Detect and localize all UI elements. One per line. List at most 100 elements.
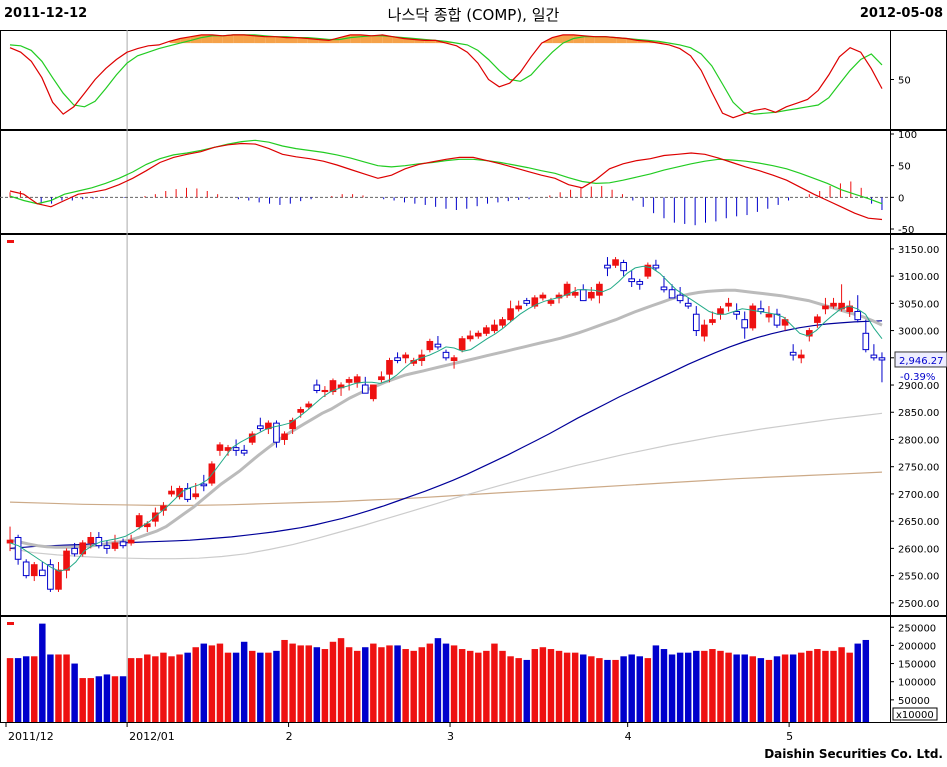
volume-bar bbox=[135, 658, 143, 722]
overbought-fill bbox=[286, 36, 298, 44]
volume-bar bbox=[216, 643, 224, 722]
candle-body bbox=[733, 311, 740, 315]
candle-body bbox=[458, 338, 466, 351]
candle-body bbox=[652, 264, 660, 269]
candle-body bbox=[345, 379, 353, 383]
y-tick-label: 2600.00 bbox=[898, 544, 939, 555]
y-tick-label: 0 bbox=[898, 193, 904, 204]
candle-body bbox=[749, 305, 757, 329]
candle-body bbox=[717, 308, 724, 315]
candle-body bbox=[168, 490, 175, 495]
volume-bar bbox=[426, 643, 434, 722]
volume-bar bbox=[725, 652, 732, 722]
panel-stochastic bbox=[0, 30, 947, 130]
volume-bar bbox=[442, 643, 450, 722]
volume-bar bbox=[370, 643, 377, 722]
volume-bar bbox=[596, 658, 603, 722]
chart-title: 나스닥 종합 (COMP), 일간 bbox=[387, 6, 560, 24]
volume-bar bbox=[47, 654, 54, 722]
candle-body bbox=[571, 291, 579, 296]
overbought-fill bbox=[297, 37, 308, 44]
volume-bar bbox=[321, 649, 329, 722]
candle-body bbox=[499, 319, 506, 326]
y-tick-label: 2700.00 bbox=[898, 490, 939, 501]
candle-body bbox=[289, 419, 296, 430]
overbought-fill bbox=[243, 34, 255, 44]
volume-bar bbox=[571, 652, 579, 722]
volume-bar bbox=[580, 654, 587, 722]
volume-bar bbox=[822, 650, 829, 722]
volume-unit-label: x10000 bbox=[896, 710, 934, 721]
y-tick-label: 3000.00 bbox=[898, 327, 939, 338]
y-tick-label: 2650.00 bbox=[898, 517, 939, 528]
candle-body bbox=[684, 302, 692, 307]
volume-bar bbox=[127, 658, 135, 722]
volume-bar bbox=[806, 650, 813, 722]
candle-body bbox=[797, 354, 805, 359]
volume-bar bbox=[418, 647, 426, 722]
volume-bar bbox=[798, 652, 805, 722]
candle-body bbox=[789, 351, 797, 356]
candle-body bbox=[39, 569, 46, 577]
x-tick-label: 4 bbox=[625, 730, 632, 743]
volume-bar bbox=[410, 650, 417, 722]
y-tick-label: 50000 bbox=[898, 696, 930, 707]
candle-body bbox=[22, 561, 30, 577]
volume-bar bbox=[547, 649, 555, 722]
overbought-fill bbox=[371, 34, 383, 44]
start-date: 2011-12-12 bbox=[4, 6, 88, 21]
y-tick-label: 50 bbox=[898, 76, 911, 87]
candle-body bbox=[103, 545, 111, 549]
volume-bar bbox=[362, 647, 369, 722]
candle-body bbox=[781, 319, 789, 326]
volume-bar bbox=[152, 656, 159, 722]
candle-body bbox=[353, 376, 361, 383]
last-price-box bbox=[894, 351, 947, 368]
volume-bar bbox=[814, 649, 821, 722]
candle-body bbox=[515, 305, 522, 310]
candle-body bbox=[579, 289, 587, 302]
candle-body bbox=[474, 332, 482, 337]
candle-body bbox=[313, 384, 321, 391]
candle-body bbox=[547, 300, 555, 304]
volume-bar bbox=[22, 656, 30, 722]
candle-body bbox=[176, 487, 183, 498]
volume-bar bbox=[458, 649, 466, 722]
candle-body bbox=[111, 542, 119, 549]
volume-bar bbox=[273, 650, 280, 722]
volume-bar bbox=[184, 652, 191, 722]
candle-body bbox=[741, 319, 749, 329]
volume-bar bbox=[232, 652, 240, 722]
volume-bar bbox=[628, 654, 635, 722]
volume-bar bbox=[701, 650, 708, 722]
volume-bar bbox=[79, 678, 86, 722]
volume-bar bbox=[345, 647, 353, 722]
y-tick-label: 100000 bbox=[898, 678, 936, 689]
volume-bar bbox=[668, 654, 676, 722]
candle-body bbox=[386, 360, 393, 375]
y-tick-label: 2750.00 bbox=[898, 463, 939, 474]
candle-body bbox=[870, 354, 878, 359]
candle-body bbox=[604, 264, 611, 269]
macd-signal-line bbox=[9, 139, 883, 205]
volume-bar bbox=[378, 647, 385, 722]
volume-bar bbox=[31, 656, 38, 722]
volume-bar bbox=[741, 654, 748, 722]
volume-bar bbox=[305, 645, 312, 722]
y-tick-label: 50 bbox=[898, 162, 911, 173]
candle-body bbox=[402, 354, 409, 359]
volume-bar bbox=[434, 638, 442, 722]
y-tick-label: 2900.00 bbox=[898, 381, 939, 392]
y-tick-label: 250000 bbox=[898, 623, 936, 634]
volume-bar bbox=[838, 647, 845, 722]
candle-body bbox=[814, 316, 821, 323]
volume-bar bbox=[337, 638, 345, 722]
candle-body bbox=[200, 483, 208, 487]
candle-body bbox=[450, 357, 458, 362]
volume-bar bbox=[636, 656, 643, 722]
volume-bar bbox=[717, 650, 724, 722]
volume-bar bbox=[620, 656, 627, 722]
candle-body bbox=[725, 302, 732, 307]
candle-body bbox=[127, 539, 135, 544]
